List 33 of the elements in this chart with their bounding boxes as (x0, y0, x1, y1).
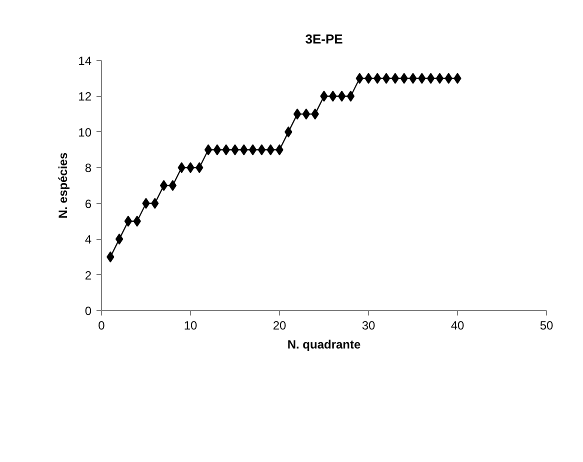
point (436, 72, 444, 84)
point (124, 216, 132, 227)
point (204, 144, 212, 156)
x-tick-label: 30 (362, 318, 376, 332)
y-tick-label: 6 (84, 196, 92, 211)
x-tick-label: 20 (272, 318, 286, 332)
x-tick-label: 40 (450, 318, 464, 332)
point (293, 108, 302, 120)
x-tick-label: 0 (98, 318, 106, 332)
y-tick-label: 2 (84, 268, 92, 282)
point (426, 72, 435, 84)
point (213, 144, 222, 156)
point (248, 144, 257, 156)
point (302, 108, 310, 120)
point (382, 72, 390, 84)
y-tick-label: 12 (78, 90, 92, 104)
point (346, 90, 355, 102)
y-tick-label: 10 (78, 125, 92, 140)
x-tick-label: 50 (540, 318, 554, 332)
point (338, 90, 346, 102)
y-tick-label: 0 (84, 304, 92, 318)
y-axis-title: N. espécies (56, 152, 70, 219)
point (115, 234, 124, 245)
y-tick-label: 4 (84, 232, 92, 247)
y-tick-label: 14 (78, 54, 92, 68)
chart-title: 3E-PE (305, 32, 344, 46)
x-tick-label: 10 (184, 318, 198, 332)
point (160, 180, 168, 191)
y-tick-label: 8 (84, 161, 92, 176)
point (391, 72, 400, 84)
x-axis-title: N. quadrante (287, 338, 361, 352)
point (168, 180, 177, 191)
point (258, 144, 266, 156)
